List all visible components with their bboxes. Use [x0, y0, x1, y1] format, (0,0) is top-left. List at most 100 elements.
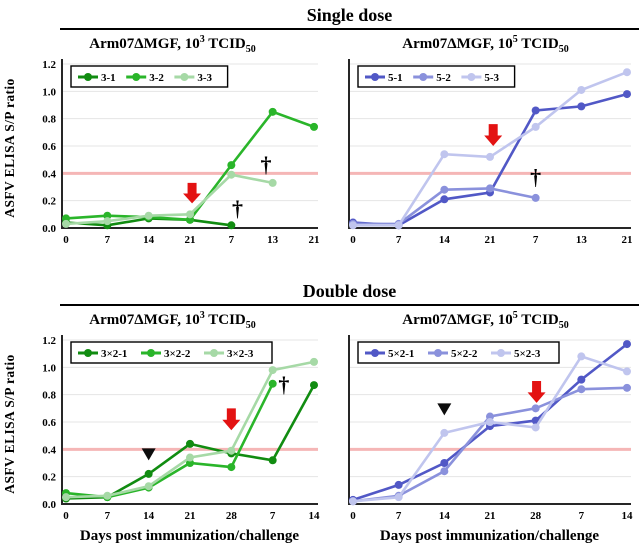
- x-tick-label: 14: [143, 234, 155, 246]
- data-point: [623, 367, 631, 376]
- data-point: [310, 122, 318, 131]
- data-point: [103, 217, 112, 226]
- x-tick-label: 21: [485, 510, 496, 522]
- legend-marker: [419, 73, 428, 81]
- data-point: [186, 215, 194, 224]
- legend-label: 5-3: [484, 72, 499, 84]
- legend-marker: [371, 73, 379, 81]
- data-point: [227, 463, 236, 472]
- charts-row: ASFV ELISA S/P ratio 0 7 14 21 28 7 14 0.0 0.2 0.…: [0, 332, 639, 528]
- data-point: [531, 193, 540, 202]
- legend: [357, 65, 516, 88]
- legend-marker: [210, 349, 218, 357]
- panel-title: Arm07ΔMGF, 105 TCID50: [402, 310, 569, 331]
- x-tick-label: 7: [579, 510, 585, 522]
- legend: [70, 341, 273, 364]
- panel-title: Arm07ΔMGF, 103 TCID50: [89, 310, 256, 331]
- x-tick-label: 28: [226, 510, 238, 522]
- data-point: [186, 459, 194, 467]
- challenge-arrow: [183, 182, 202, 204]
- series-line-3-2: [65, 110, 315, 222]
- data-point: [577, 352, 586, 361]
- x-tick-label: 7: [270, 510, 276, 522]
- y-axis-label: ASFV ELISA S/P ratio: [2, 78, 17, 218]
- x-tick-label: 21: [185, 510, 196, 522]
- data-point: [623, 68, 631, 77]
- legend-marker: [434, 349, 442, 357]
- legend-label: 3×2-2: [164, 348, 191, 360]
- data-point: [531, 106, 540, 115]
- data-point: [186, 453, 194, 462]
- chart-single-dose-low-titer: 0 7 14 21 7 13 21 0.0 0.2 0.4 0.6 0.8 1.0 1.2 † † 3-1 3-2…: [42, 59, 320, 246]
- series-line-5×2-2: [352, 386, 628, 503]
- data-point: [227, 221, 236, 230]
- y-tick-label: 0.0: [42, 499, 56, 511]
- x-tick-label: 0: [350, 510, 356, 522]
- x-tick-label: 7: [105, 234, 111, 246]
- data-point: [349, 221, 357, 230]
- x-tick-label: 14: [439, 510, 451, 522]
- data-point: [623, 340, 631, 349]
- legend-marker: [147, 349, 155, 357]
- series-line-3×2-2: [65, 383, 274, 499]
- x-tick-label: 7: [229, 234, 235, 246]
- legend: [70, 65, 229, 88]
- legend-label: 5×2-1: [388, 348, 414, 360]
- x-tick-label: 7: [533, 234, 539, 246]
- legend-label: 3-2: [149, 72, 164, 84]
- data-point: [531, 423, 540, 432]
- legend-label: 5×2-2: [451, 348, 478, 360]
- data-point: [144, 211, 153, 220]
- x-tick-label: 14: [143, 510, 155, 522]
- data-point: [394, 221, 403, 230]
- x-tick-label: 13: [576, 234, 588, 246]
- legend-marker: [84, 349, 92, 357]
- legend-marker: [497, 349, 505, 357]
- legend-marker: [371, 349, 379, 357]
- y-tick-label: 0.6: [42, 417, 56, 429]
- x-tick-label: 13: [267, 234, 279, 246]
- section-double-dose: Double dose Arm07ΔMGF, 103 TCID50 Arm07Δ…: [0, 280, 639, 545]
- legend-label: 3-1: [101, 72, 116, 84]
- x-tick-label: 0: [350, 234, 356, 246]
- x-tick-label: 14: [309, 510, 321, 522]
- data-point: [440, 195, 449, 204]
- section-title: Double dose: [302, 281, 397, 301]
- titles-row: Arm07ΔMGF, 103 TCID50 Arm07ΔMGF, 105 TCI…: [0, 34, 639, 55]
- data-point: [623, 90, 631, 99]
- chart-double-dose-low-titer: 0 7 14 21 28 7 14 0.0 0.2 0.4 0.6 0.8 1.0 1.2 † 3×2-1 3×…: [42, 335, 321, 522]
- data-point: [144, 469, 153, 478]
- panel-title: Arm07ΔMGF, 105 TCID50: [402, 34, 569, 55]
- legend-label: 5-1: [388, 72, 403, 84]
- data-point: [531, 404, 540, 413]
- legend-label: 5×2-3: [514, 348, 541, 360]
- death-dagger: †: [232, 196, 243, 221]
- data-point: [440, 459, 449, 467]
- x-tick-label: 7: [105, 510, 111, 522]
- data-point: [440, 150, 449, 159]
- data-point: [62, 493, 70, 502]
- y-axis-label: ASFV ELISA S/P ratio: [2, 354, 17, 494]
- legend-label: 3-3: [197, 72, 212, 84]
- section-single-dose: Single dose Arm07ΔMGF, 103 TCID50 Arm07Δ…: [0, 4, 639, 252]
- data-point: [486, 152, 494, 161]
- data-point: [144, 482, 153, 491]
- x-tick-label: 21: [485, 234, 496, 246]
- challenge-arrow: [484, 124, 503, 146]
- titles-row: Arm07ΔMGF, 103 TCID50 Arm07ΔMGF, 105 TCI…: [0, 310, 639, 331]
- data-point: [486, 418, 494, 426]
- x-tick-label: 0: [63, 510, 69, 522]
- y-tick-label: 0.0: [42, 223, 56, 235]
- x-axis-label: Days post immunization/challenge: [79, 528, 300, 544]
- data-point: [227, 161, 236, 170]
- y-tick-label: 0.4: [42, 444, 56, 456]
- legend-marker: [180, 73, 189, 81]
- xlabel-row: Days post immunization/challenge Days po…: [0, 528, 639, 545]
- data-point: [486, 184, 494, 193]
- y-tick-label: 1.0: [42, 86, 56, 98]
- data-point: [103, 491, 112, 500]
- legend-marker: [467, 73, 476, 81]
- x-tick-label: 21: [622, 234, 633, 246]
- data-point: [268, 107, 277, 116]
- y-tick-label: 1.2: [42, 335, 56, 347]
